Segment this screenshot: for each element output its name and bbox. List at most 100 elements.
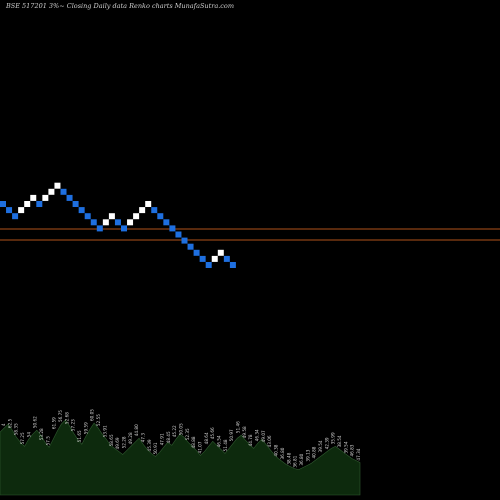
renko-brick-down (187, 243, 194, 250)
renko-brick-down (157, 213, 164, 220)
volume-label: 56.75 (58, 410, 63, 422)
volume-label: 44.80 (134, 424, 139, 436)
volume-label: 58.35 (14, 423, 19, 435)
renko-brick-up (127, 219, 134, 226)
volume-label: 45.22 (172, 425, 177, 437)
renko-brick-up (102, 219, 109, 226)
volume-label: 45.39 (147, 439, 152, 451)
volume-label: 49.28 (128, 432, 133, 444)
renko-brick-up (145, 201, 152, 207)
renko-brick-down (169, 225, 176, 232)
renko-brick-down (6, 207, 13, 214)
volume-label: 41.07 (198, 441, 203, 453)
renko-brick-up (139, 207, 146, 214)
volume-label: 51.65 (77, 430, 82, 442)
renko-brick-down (96, 225, 103, 232)
renko-brick-down (229, 262, 236, 268)
renko-bricks (0, 182, 236, 268)
renko-brick-down (36, 201, 43, 207)
renko-brick-up (54, 182, 61, 189)
renko-brick-down (0, 201, 6, 207)
volume-label: 44.78 (248, 434, 253, 446)
volume-label: 46.83 (350, 444, 355, 456)
volume-label: 57.23 (71, 419, 76, 431)
volume-label: 38.54 (337, 435, 342, 447)
volume-label: 36.80 (280, 447, 285, 459)
volume-label: 50.05 (179, 423, 184, 435)
renko-brick-up (30, 194, 37, 201)
renko-brick-down (181, 237, 188, 244)
volume-label: 36.80 (299, 453, 304, 465)
volume-label: 52.68 (64, 412, 69, 424)
volume-label: 59.59 (83, 422, 88, 434)
volume-label: 61.59 (52, 417, 57, 429)
renko-brick-down (121, 225, 127, 232)
volume-label: 51.48 (223, 439, 228, 451)
renko-brick-up (211, 255, 218, 262)
renko-brick-down (78, 207, 85, 214)
renko-brick-down (175, 231, 182, 238)
volume-label: 35.99 (331, 432, 336, 444)
renko-brick-down (193, 249, 200, 256)
volume-label: 49.58 (242, 426, 247, 438)
volume-label: 49.69 (115, 437, 120, 449)
renko-brick-down (12, 213, 19, 220)
volume-label: 50.97 (229, 429, 234, 441)
renko-brick-up (42, 194, 49, 201)
volume-label: 52.35 (185, 428, 190, 440)
chart-title: BSE 517201 3%~ Closing Daily data Renko … (6, 2, 234, 10)
volume-label: 47.34 (356, 448, 361, 460)
renko-brick-down (72, 201, 79, 207)
renko-brick-down (205, 262, 212, 268)
volume-label: 39.54 (343, 441, 348, 453)
volume-label: 47.3 (140, 433, 145, 443)
renko-brick-down (60, 188, 67, 195)
volume-label: 54 (26, 432, 31, 438)
renko-brick-down (90, 219, 97, 226)
volume-label: 40.88 (312, 446, 317, 458)
renko-brick-up (48, 188, 55, 195)
volume-label: 46.54 (217, 435, 222, 447)
volume-label: 48.88 (191, 436, 196, 448)
renko-brick-down (223, 255, 230, 262)
volume-label: 50.91 (153, 442, 158, 454)
volume-label: 52.28 (121, 436, 126, 448)
volume-label: 48.45 (166, 431, 171, 443)
volume-label: 47.91 (159, 433, 164, 445)
volume-label: 48.64 (204, 432, 209, 444)
volume-label: 39.54 (318, 440, 323, 452)
renko-brick-down (114, 219, 121, 226)
renko-brick-up (18, 207, 25, 214)
renko-brick-down (163, 219, 170, 226)
renko-brick-down (66, 194, 73, 201)
volume-label: 57.25 (20, 432, 25, 444)
volume-fill (0, 419, 361, 496)
volume-label: 45.66 (210, 427, 215, 439)
volume-label: 36.81 (293, 455, 298, 467)
volume-label: 40.38 (274, 444, 279, 456)
volume-area (0, 419, 361, 496)
renko-brick-down (84, 213, 91, 220)
volume-label: 52.55 (96, 414, 101, 426)
renko-brick-up (217, 249, 224, 256)
volume-label: 53.28 (39, 428, 44, 440)
volume-label: 4 (1, 423, 6, 426)
volume-label: 38.48 (286, 452, 291, 464)
volume-label: 42.39 (324, 437, 329, 449)
volume-label: 43.06 (267, 435, 272, 447)
volume-label: 51.46 (236, 421, 241, 433)
volume-label: 62.5 (7, 418, 12, 428)
renko-brick-up (133, 213, 140, 220)
volume-label: 39.13 (305, 449, 310, 461)
volume-label: 57.5 (45, 436, 50, 446)
renko-brick-down (199, 255, 206, 262)
renko-brick-up (24, 201, 31, 207)
volume-label: 53.91 (102, 425, 107, 437)
volume-label: 46.34 (255, 429, 260, 441)
volume-label: 49.07 (261, 430, 266, 442)
renko-brick-up (108, 213, 115, 220)
volume-label: 50.62 (33, 416, 38, 428)
